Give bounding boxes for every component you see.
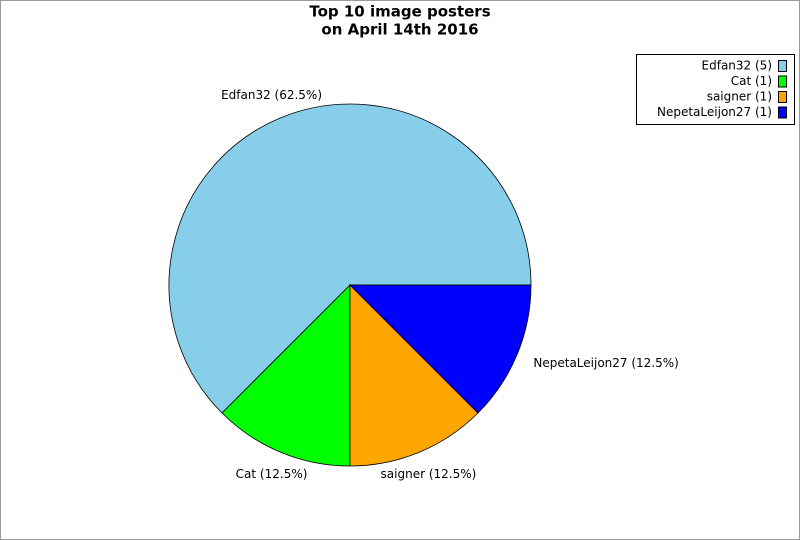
legend-swatch <box>778 91 787 103</box>
slice-label: Edfan32 (62.5%) <box>221 88 322 102</box>
legend-label: Edfan32 (5) <box>702 59 772 73</box>
legend-swatch <box>778 106 787 119</box>
legend-label: saigner (1) <box>707 90 772 104</box>
legend-box <box>636 54 795 125</box>
pie-slice <box>221 284 351 467</box>
pie-slice <box>349 284 532 414</box>
legend-label: Cat (1) <box>731 74 772 88</box>
pie-slice <box>168 103 532 414</box>
legend-swatch <box>778 60 787 72</box>
chart-title: on April 14th 2016 <box>321 21 478 39</box>
legend-swatch <box>778 75 787 88</box>
slice-label: NepetaLeijon27 (12.5%) <box>533 356 678 370</box>
slice-label: Cat (12.5%) <box>236 467 308 481</box>
chart-title: Top 10 image posters <box>309 3 490 21</box>
pie-slice <box>349 284 479 467</box>
legend-label: NepetaLeijon27 (1) <box>657 105 772 119</box>
slice-label: saigner (12.5%) <box>381 467 477 481</box>
